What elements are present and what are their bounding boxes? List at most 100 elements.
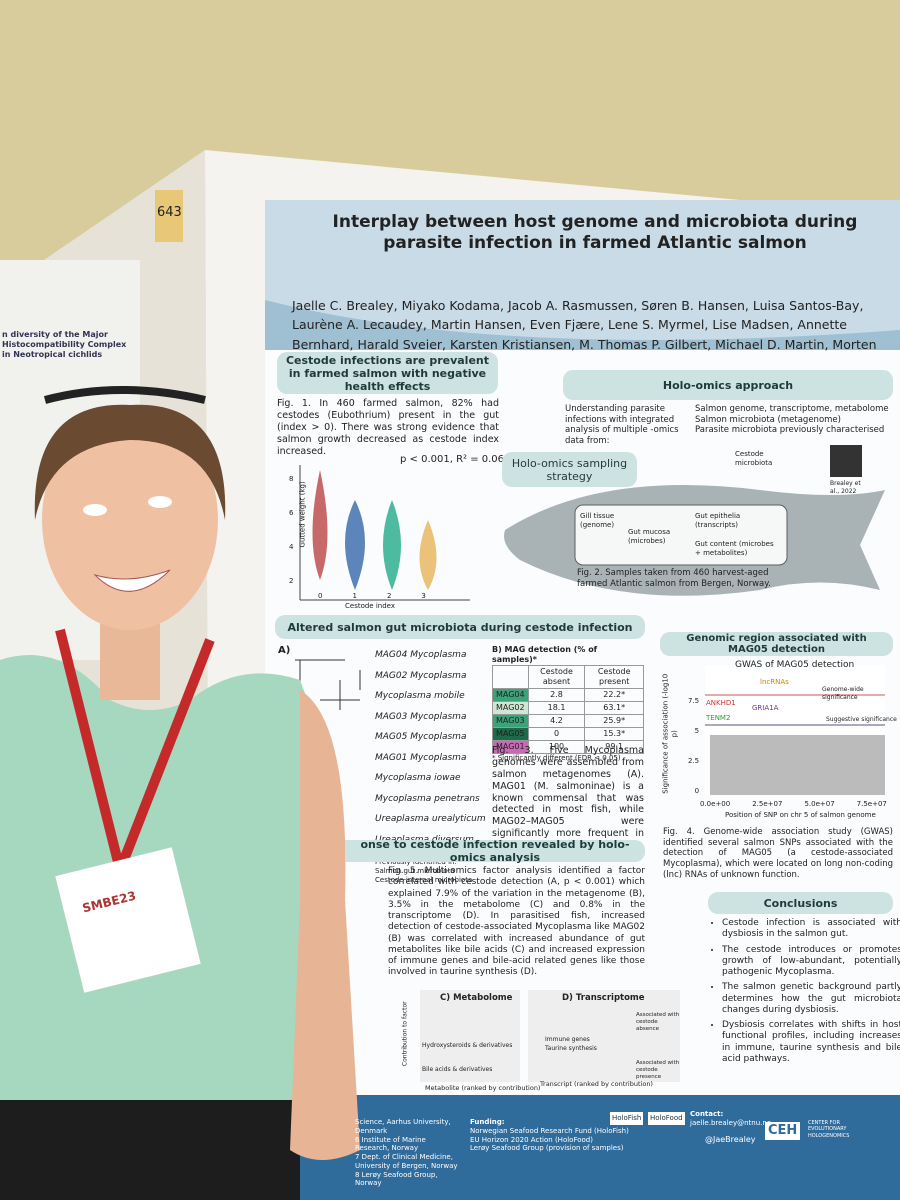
section-heading: onse to cestode infection revealed by ho… bbox=[345, 838, 645, 864]
funder: Norwegian Seafood Research Fund (HoloFis… bbox=[470, 1126, 629, 1135]
violin bbox=[419, 520, 437, 590]
table-cell: 2.8 bbox=[527, 688, 586, 702]
funding: Funding: Norwegian Seafood Research Fund … bbox=[470, 1118, 629, 1153]
table-cell: MAG02 bbox=[492, 701, 529, 715]
plot-title: GWAS of MAG05 detection bbox=[735, 660, 855, 670]
table-row: MAG05 0 15.3* bbox=[492, 727, 644, 741]
list-item: Salmon microbiota (metagenome) bbox=[695, 414, 841, 425]
legend-entry: Cestode internal microbiota bbox=[375, 875, 473, 884]
sample-label: Gut epithelia (transcripts) bbox=[695, 512, 741, 529]
label: Associated with cestode absence bbox=[636, 1012, 680, 1032]
funder: Lerøy Seafood Group (provision of sample… bbox=[470, 1144, 624, 1153]
table-cell: 99.1 bbox=[584, 740, 644, 754]
table-cell: MAG05 bbox=[492, 727, 529, 741]
tick-label: 2.5 bbox=[688, 757, 700, 765]
caption: Fig. 2. Samples taken from 460 harvest-a… bbox=[577, 568, 771, 589]
qr-label: HoloFood bbox=[648, 1112, 685, 1125]
conclusions: Cestode infection is associated with dys… bbox=[710, 918, 900, 1069]
tree-label: Mycoplasma mobile bbox=[375, 691, 465, 701]
conclusion: The salmon genetic background partly det… bbox=[722, 982, 900, 1016]
table-header: Cestode absent bbox=[527, 665, 586, 689]
section-heading: Holo-omics approach bbox=[563, 370, 893, 400]
gene: GRIA1A bbox=[752, 704, 779, 712]
axis-label: Position of SNP on chr 5 of salmon genom… bbox=[725, 811, 876, 819]
booth-tag bbox=[155, 190, 183, 242]
tick-label: 0.0e+00 bbox=[700, 800, 731, 808]
legend: Previously identified in: Salmon gut micr… bbox=[375, 858, 472, 884]
tree-label: MAG03 Mycoplasma bbox=[375, 711, 467, 722]
tick-label: 2.5e+07 bbox=[752, 800, 783, 808]
hair bbox=[34, 404, 226, 520]
table-note: * Significantly different (FDR < 0.05) bbox=[492, 754, 621, 762]
tree-label: Ureaplasma urealyticum bbox=[375, 814, 486, 824]
affiliation: 6 Institute of Marine Research, Norway bbox=[355, 1135, 426, 1153]
table-row: MAG01 100 99.1 bbox=[492, 740, 644, 754]
section-heading: Cestode infections are prevalent in farm… bbox=[277, 352, 498, 394]
violin bbox=[312, 470, 328, 580]
table-cell: 0 bbox=[527, 727, 586, 741]
stat: p < 0.001, R² = 0.06 bbox=[400, 454, 505, 465]
arm bbox=[290, 690, 360, 1160]
table-cell: MAG01 bbox=[492, 740, 529, 754]
list-item: Parasite microbiota previously character… bbox=[695, 425, 885, 436]
tick-label: 5 bbox=[694, 727, 700, 735]
axis-label: Significance of association (-log10 p) bbox=[661, 673, 678, 794]
caption: Fig. 5. Multi-omics factor analysis iden… bbox=[388, 866, 645, 978]
label: Hydroxysteroids & derivatives bbox=[422, 1042, 513, 1049]
conclusion: Cestode infection is associated with dys… bbox=[722, 918, 900, 941]
ceh-name: CENTER FOR EVOLUTIONARY HOLOGENOMICS bbox=[808, 1120, 850, 1139]
table-body: Cestode absent Cestode present MAG04 2.8 22.… bbox=[492, 665, 644, 754]
reference: Brealey et al., 2022 bbox=[830, 480, 861, 495]
axis-ticks: 8 6 4 2 bbox=[289, 462, 293, 598]
tree-labels: MAG04 Mycoplasma MAG02 Mycoplasma Mycoplas… bbox=[375, 645, 486, 850]
caption: Fig. 3. Five Mycoplasma genomes were ass… bbox=[492, 745, 644, 851]
ceh-logo: CEH bbox=[765, 1122, 801, 1141]
sample-label: Gill tissue (genome) bbox=[580, 512, 615, 529]
table-row: MAG02 18.1 63.1* bbox=[492, 701, 644, 715]
tree-label: Mycoplasma penetrans bbox=[375, 793, 480, 804]
section-heading: Altered salmon gut microbiota during ces… bbox=[275, 615, 645, 639]
table-cell: MAG03 bbox=[492, 714, 529, 728]
face bbox=[42, 410, 218, 630]
axis-label: Metabolite (ranked by contribution) bbox=[425, 1084, 541, 1092]
sample-label: Gut content (microbes + metabolites) bbox=[695, 540, 774, 557]
axis-ticks: 0 1 2 3 bbox=[318, 592, 426, 601]
axis-ticks: 7.5 5 2.5 0 bbox=[688, 686, 699, 806]
funder: EU Horizon 2020 Action (HoloFood) bbox=[470, 1135, 593, 1144]
panel-label: C) Metabolome bbox=[440, 993, 513, 1003]
panel bbox=[420, 990, 520, 1082]
trousers bbox=[0, 1100, 300, 1200]
panel-label: D) Transcriptome bbox=[562, 993, 645, 1003]
table-cell: 18.1 bbox=[527, 701, 586, 715]
side-poster-title: n diversity of the Major Histocompatibil… bbox=[2, 330, 127, 359]
table-cell: 4.2 bbox=[527, 714, 586, 728]
table-row: MAG04 2.8 22.2* bbox=[492, 688, 644, 702]
panel-label: A) bbox=[278, 645, 291, 656]
tick-label: 6 bbox=[289, 509, 294, 517]
line-label: Genome-wide significance bbox=[822, 686, 864, 701]
affiliations: Science, Aarhus University, Denmark 6 Ins… bbox=[355, 1118, 460, 1188]
tick-label: 7.5e+07 bbox=[856, 800, 887, 808]
sample-label: Gut mucosa (microbes) bbox=[628, 528, 671, 545]
tree-label: MAG01 Mycoplasma bbox=[375, 752, 467, 763]
section-heading: Genomic region associated with MAG05 det… bbox=[660, 632, 893, 656]
twitter: @JaeBrealey bbox=[705, 1135, 756, 1144]
table-title: B) MAG detection (% of samples)* bbox=[492, 645, 598, 664]
line-label: Suggestive significance bbox=[826, 716, 897, 723]
affiliation: 7 Dept. of Clinical Medicine, University… bbox=[355, 1153, 458, 1170]
eye bbox=[148, 496, 172, 508]
list-item: Salmon genome, transcriptome, metabolome bbox=[695, 404, 889, 414]
intro: Understanding parasite infections with i… bbox=[565, 404, 679, 446]
tick-label: 3 bbox=[421, 592, 426, 600]
table-cell: 22.2* bbox=[584, 688, 644, 702]
axis-label: Transcript (ranked by contribution) bbox=[540, 1080, 653, 1088]
axis-label: Gutted weight (kg) bbox=[298, 481, 307, 548]
gene: TENM2 bbox=[706, 714, 731, 722]
label: Associated with cestode presence bbox=[636, 1060, 680, 1080]
sunglasses bbox=[43, 386, 206, 404]
gene: ANKHD1 bbox=[706, 699, 736, 707]
snp-cloud bbox=[710, 735, 885, 795]
axis-label: Contribution to factor bbox=[401, 1001, 409, 1067]
